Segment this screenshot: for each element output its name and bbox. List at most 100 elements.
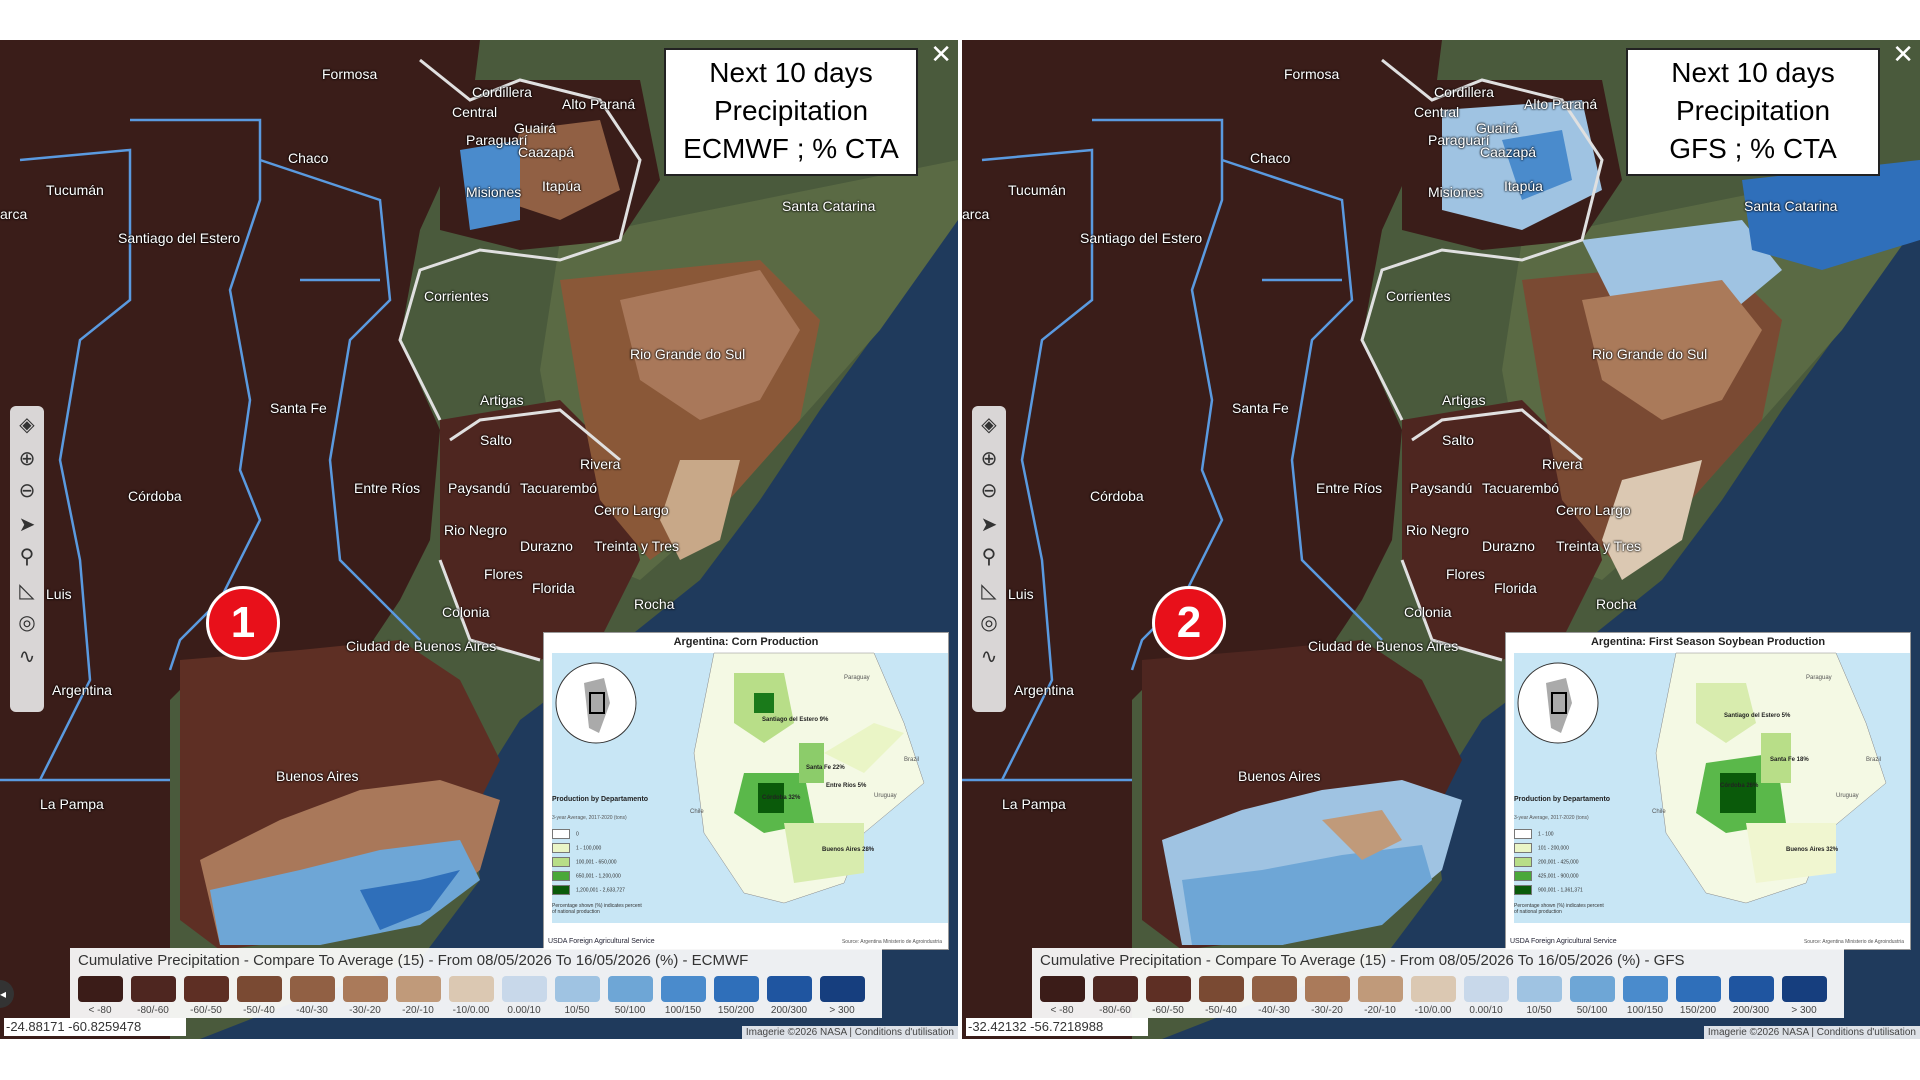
- zoom-out-icon[interactable]: ⊖: [18, 478, 36, 502]
- measure-icon[interactable]: ◺: [19, 578, 35, 602]
- inset-province-label: Santa Fe 22%: [806, 765, 845, 771]
- map-canvas[interactable]: [0, 40, 958, 1039]
- inset-production-map: Argentina: First Season Soybean Producti…: [1505, 632, 1911, 950]
- map-label: Guairá: [514, 120, 557, 136]
- map-label: Artigas: [1442, 392, 1486, 408]
- map-label: Colonia: [1404, 604, 1452, 620]
- map-label: Alto Paraná: [562, 96, 636, 112]
- map-label: Artigas: [480, 392, 524, 408]
- map-label: arca: [0, 206, 28, 222]
- inset-legend-row: 200,001 - 425,000: [1514, 857, 1579, 867]
- map-label: Caazapá: [1480, 144, 1537, 160]
- legend-swatch: [1305, 976, 1350, 1002]
- map-label: Central: [452, 104, 498, 120]
- zoom-in-icon[interactable]: ⊕: [18, 446, 36, 470]
- legend-label: > 300: [829, 1005, 855, 1016]
- title-line: ECMWF ; % CTA: [683, 133, 899, 164]
- legend-title: Cumulative Precipitation - Compare To Av…: [1040, 952, 1685, 969]
- legend-swatch: [131, 976, 176, 1002]
- map-label: arca: [962, 206, 990, 222]
- usda-logo-text: USDA Foreign Agricultural Service: [548, 938, 655, 945]
- map-label: Itapúa: [1504, 178, 1543, 194]
- legend-swatch: [343, 976, 388, 1002]
- inset-legend-row: 900,001 - 1,361,371: [1514, 885, 1583, 895]
- map-label: Rivera: [1542, 456, 1583, 472]
- map-label: Florida: [532, 580, 575, 596]
- map-label: Córdoba: [1090, 488, 1144, 504]
- close-icon[interactable]: ✕: [1892, 40, 1914, 70]
- map-label: Cerro Largo: [1556, 502, 1631, 518]
- legend-swatch: [1411, 976, 1456, 1002]
- legend-label: > 300: [1791, 1005, 1817, 1016]
- legend-swatch: [449, 976, 494, 1002]
- panel-number-marker: 2: [1152, 586, 1226, 660]
- map-label: Córdoba: [128, 488, 182, 504]
- zoom-in-icon[interactable]: ⊕: [980, 446, 998, 470]
- map-label: Treinta y Tres: [594, 538, 680, 554]
- map-attribution[interactable]: Imagerie ©2026 NASA | Conditions d'utili…: [741, 1026, 958, 1039]
- legend-swatch: [396, 976, 441, 1002]
- search-icon[interactable]: ⚲: [19, 544, 35, 568]
- map-label: Tucumán: [46, 182, 104, 198]
- close-icon[interactable]: ✕: [930, 40, 952, 70]
- inset-province-label: Entre Ríos 5%: [826, 783, 867, 789]
- map-label: Luis: [1008, 586, 1034, 602]
- inset-province-label: Córdoba 32%: [762, 795, 801, 801]
- map-label: Salto: [480, 432, 512, 448]
- inset-country-label: Chile: [1652, 809, 1666, 815]
- inset-production-map: Argentina: Corn Production Santiago del …: [543, 632, 949, 950]
- target-icon[interactable]: ◎: [980, 610, 998, 634]
- map-label: Cerro Largo: [594, 502, 669, 518]
- cursor-coordinates: -24.88171 -60.8259478: [4, 1018, 186, 1036]
- legend-title: Cumulative Precipitation - Compare To Av…: [78, 952, 749, 969]
- legend-swatch: [820, 976, 865, 1002]
- inset-country-label: Paraguay: [844, 675, 870, 681]
- map-label: Durazno: [520, 538, 573, 554]
- locate-icon[interactable]: ➤: [18, 512, 36, 536]
- legend-swatch: [1782, 976, 1827, 1002]
- collapse-handle[interactable]: ◂: [0, 980, 14, 1008]
- draw-icon[interactable]: ∿: [18, 644, 36, 668]
- legend-label: -30/-20: [1311, 1005, 1343, 1016]
- map-label: Treinta y Tres: [1556, 538, 1642, 554]
- legend-label: -80/-60: [137, 1005, 169, 1016]
- map-label: Paysandú: [448, 480, 511, 496]
- map-label: Santiago del Estero: [118, 230, 241, 246]
- draw-icon[interactable]: ∿: [980, 644, 998, 668]
- legend-label: 100/150: [664, 1005, 702, 1016]
- map-label: Central: [1414, 104, 1460, 120]
- search-icon[interactable]: ⚲: [981, 544, 997, 568]
- precip-legend: Cumulative Precipitation - Compare To Av…: [1032, 948, 1844, 1018]
- map-label: Tucumán: [1008, 182, 1066, 198]
- map-label: Colonia: [442, 604, 490, 620]
- legend-label: -40/-30: [296, 1005, 328, 1016]
- map-label: Cordillera: [472, 84, 532, 100]
- inset-province-label: Córdoba 26%: [1720, 783, 1759, 789]
- map-panel-ecmwf[interactable]: Next 10 days Precipitation ECMWF ; % CTA…: [0, 40, 958, 1039]
- legend-label: -20/-10: [402, 1005, 434, 1016]
- legend-swatch: [184, 976, 229, 1002]
- zoom-out-icon[interactable]: ⊖: [980, 478, 998, 502]
- legend-label: -10/0.00: [1414, 1005, 1452, 1016]
- legend-label: 10/50: [564, 1005, 590, 1016]
- inset-legend-title: Production by Departamento: [552, 796, 649, 803]
- map-label: Rio Grande do Sul: [630, 346, 746, 362]
- map-canvas[interactable]: [962, 40, 1920, 1039]
- map-panel-gfs[interactable]: Next 10 days Precipitation GFS ; % CTA ✕…: [962, 40, 1920, 1039]
- map-label: Luis: [46, 586, 72, 602]
- legend-swatch: [1199, 976, 1244, 1002]
- legend-label: -10/0.00: [452, 1005, 490, 1016]
- locate-icon[interactable]: ➤: [980, 512, 998, 536]
- target-icon[interactable]: ◎: [18, 610, 36, 634]
- legend-label: 150/200: [717, 1005, 755, 1016]
- legend-label: 50/100: [614, 1005, 646, 1016]
- map-label: Corrientes: [424, 288, 489, 304]
- map-label: Paysandú: [1410, 480, 1473, 496]
- inset-source: Source: Argentina Ministerio de Agroindu…: [1803, 939, 1904, 945]
- measure-icon[interactable]: ◺: [981, 578, 997, 602]
- layers-icon[interactable]: ◈: [981, 412, 997, 436]
- legend-swatch: [237, 976, 282, 1002]
- layers-icon[interactable]: ◈: [19, 412, 35, 436]
- map-attribution[interactable]: Imagerie ©2026 NASA | Conditions d'utili…: [1703, 1026, 1920, 1039]
- usda-logo-text: USDA Foreign Agricultural Service: [1510, 938, 1617, 945]
